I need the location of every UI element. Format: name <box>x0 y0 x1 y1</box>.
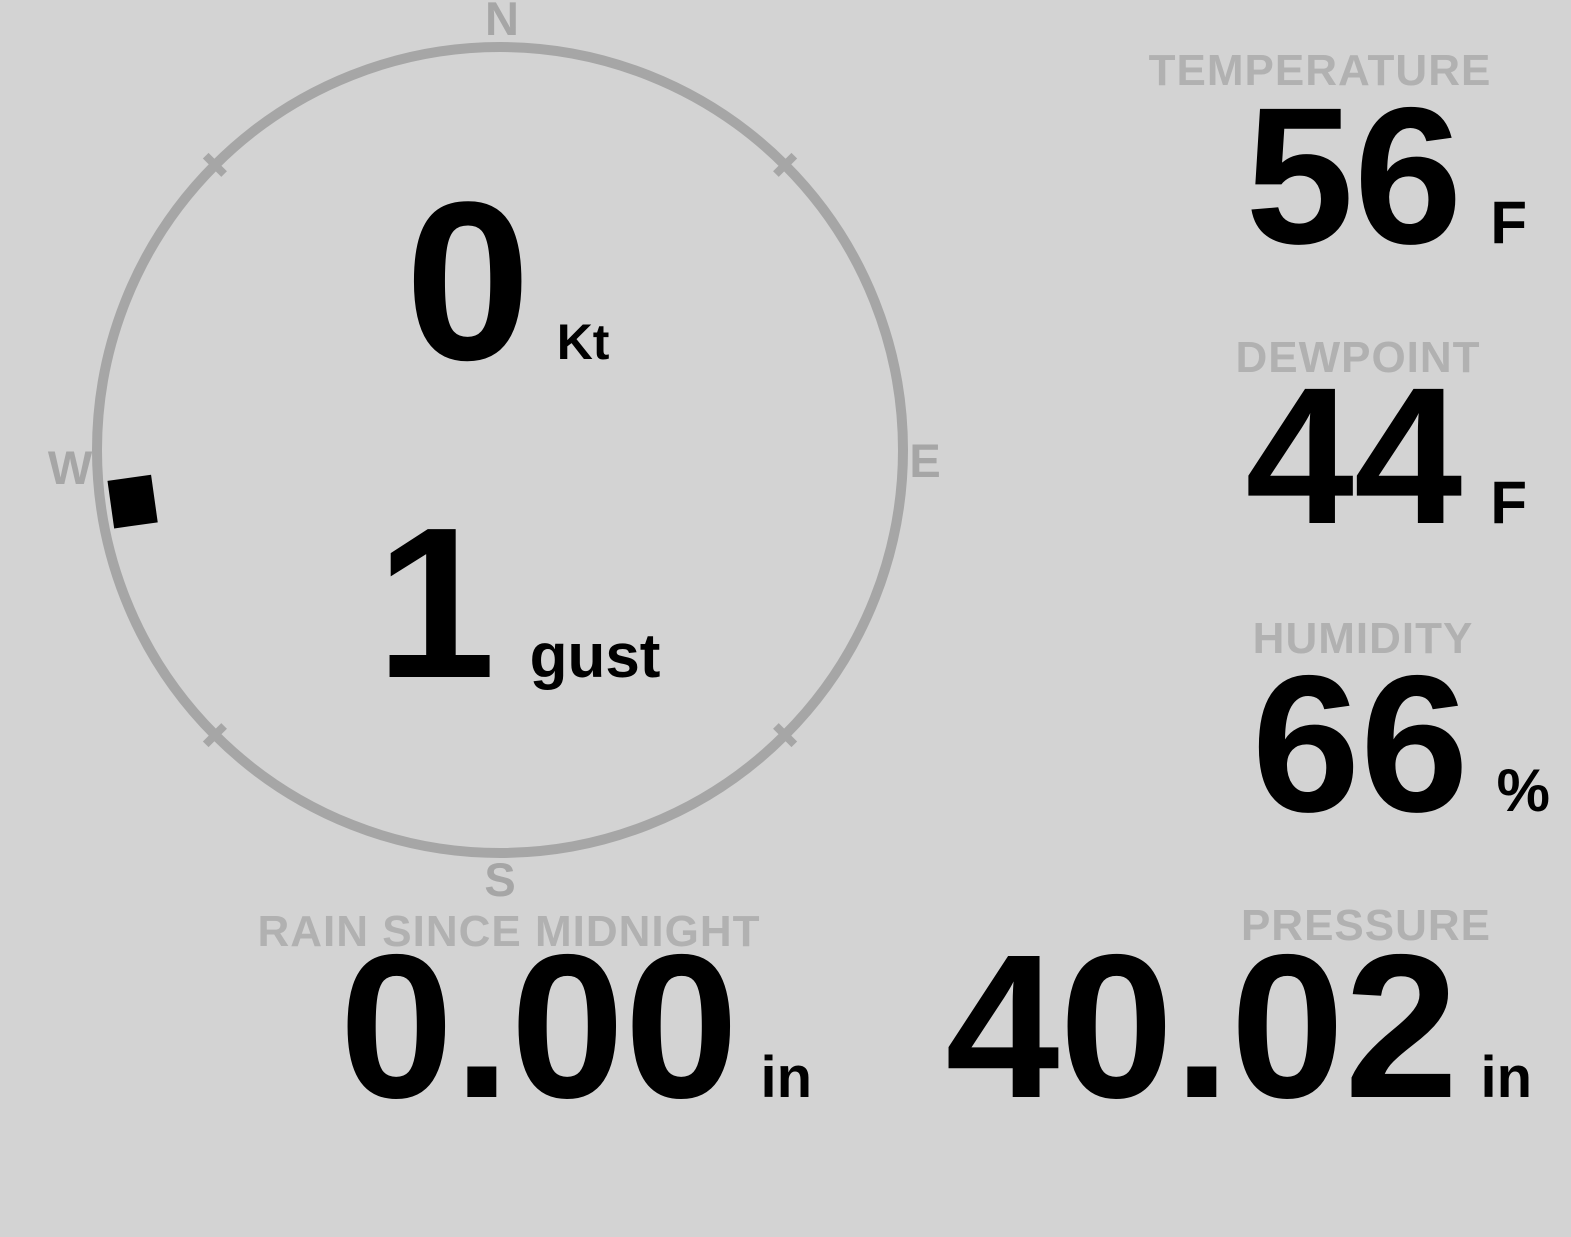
compass-ring <box>92 42 908 858</box>
humidity-value: 66 <box>1251 635 1469 853</box>
pressure-unit: in <box>1480 1045 1532 1110</box>
wind-speed-unit: Kt <box>556 314 610 370</box>
dewpoint-label: DEWPOINT <box>1235 333 1481 382</box>
compass-intercardinal-ticks <box>202 152 798 748</box>
humidity-label: HUMIDITY <box>1252 614 1474 663</box>
pressure-label: PRESSURE <box>1240 901 1492 950</box>
pressure-reading: 40.02 in <box>945 924 1532 1129</box>
temperature-reading: 56 F <box>1245 79 1527 274</box>
compass-east-label: E <box>909 434 941 487</box>
compass-west-label: W <box>47 441 93 494</box>
temperature-unit: F <box>1490 189 1527 256</box>
temperature-label: TEMPERATURE <box>1148 46 1492 95</box>
rain-value: 0.00 <box>339 912 739 1141</box>
wind-gust-unit: gust <box>529 622 661 691</box>
humidity-reading: 66 % <box>1252 647 1550 842</box>
rain-unit: in <box>760 1045 812 1110</box>
wind-speed-value: 0 <box>405 154 531 407</box>
rain-since-midnight-label: RAIN SINCE MIDNIGHT <box>257 907 761 956</box>
temperature-value: 56 <box>1245 67 1463 285</box>
compass-south-label: S <box>484 853 516 906</box>
wind-gust-value: 1 <box>376 482 496 723</box>
wind-gust-reading: 1 gust <box>376 495 660 710</box>
compass-north-label: N <box>485 0 519 45</box>
humidity-unit: % <box>1496 757 1550 824</box>
rain-since-midnight-reading: 0.00 in <box>339 924 812 1129</box>
dewpoint-reading: 44 F <box>1245 359 1527 554</box>
dewpoint-value: 44 <box>1245 347 1463 565</box>
wind-direction-marker <box>107 474 158 529</box>
pressure-value: 40.02 <box>945 912 1459 1141</box>
wind-speed-reading: 0 Kt <box>405 168 609 394</box>
dewpoint-unit: F <box>1490 469 1527 536</box>
